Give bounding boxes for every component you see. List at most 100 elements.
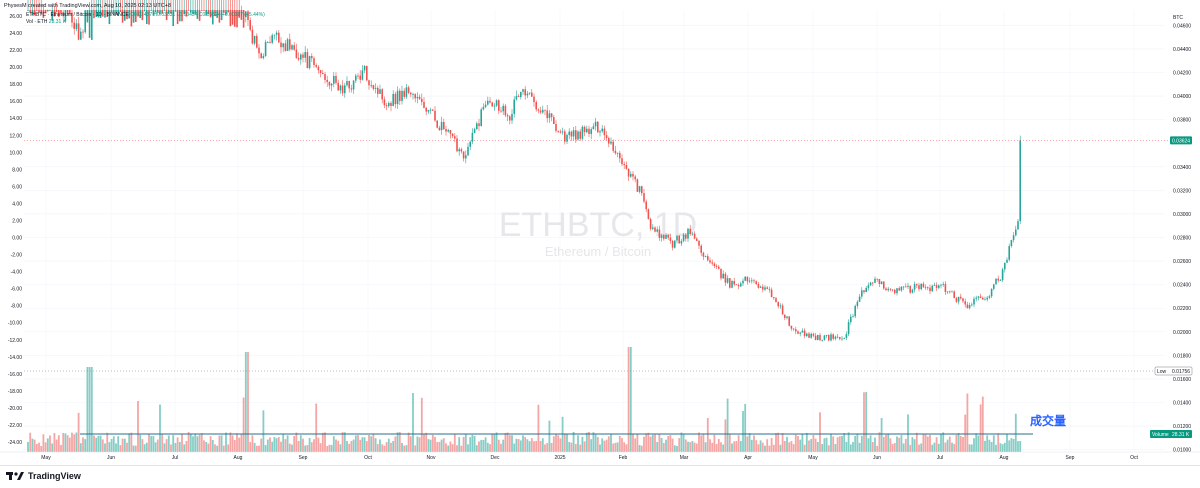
candle-body xyxy=(357,75,359,77)
candle-body xyxy=(75,23,78,29)
volume-bar xyxy=(680,432,683,452)
candle-body xyxy=(33,10,36,16)
x-tick-label: Apr xyxy=(744,455,752,461)
candle-body xyxy=(148,10,150,25)
candle-body xyxy=(366,65,368,81)
candle-body xyxy=(693,233,696,239)
volume-bar xyxy=(359,439,362,452)
volume-bar xyxy=(733,441,736,452)
volume-bar xyxy=(852,441,854,452)
tradingview-logo[interactable]: TradingView xyxy=(6,471,81,481)
candle-body xyxy=(951,291,953,293)
candle-body xyxy=(93,10,95,19)
candle-body xyxy=(196,10,199,19)
candle-body xyxy=(524,89,526,96)
volume-bar xyxy=(412,392,414,452)
candle-body xyxy=(790,325,793,329)
symbol-legend[interactable]: ETHBTC · Ethereum / Bitcoin · 1D · BINAN… xyxy=(26,12,265,18)
candle-body xyxy=(643,193,645,202)
candle-body xyxy=(445,129,447,132)
volume-bar xyxy=(841,435,843,452)
volume-bar xyxy=(484,437,487,452)
volume-bar xyxy=(1017,441,1019,452)
candle-body xyxy=(1017,221,1019,230)
candle-body xyxy=(691,233,694,235)
candle-body xyxy=(990,288,993,297)
candle-body xyxy=(652,227,654,229)
volume-bar xyxy=(132,445,135,452)
volume-bar xyxy=(280,441,282,452)
created-header: PhysesM created with TradingView.com, Au… xyxy=(4,3,171,9)
volume-bar xyxy=(480,439,483,452)
volume-bar xyxy=(768,445,771,452)
candle-body xyxy=(249,20,251,30)
candle-body xyxy=(821,339,823,341)
volume-bar xyxy=(717,439,720,452)
candle-body xyxy=(379,89,381,94)
volume-bar xyxy=(489,444,491,452)
candle-body xyxy=(986,297,988,300)
volume-bar xyxy=(992,435,995,452)
volume-bar xyxy=(304,445,307,452)
candle-body xyxy=(863,290,865,293)
volume-bar xyxy=(425,432,428,452)
candle-body xyxy=(352,80,355,90)
volume-bar xyxy=(658,433,661,452)
candle-body xyxy=(251,29,254,44)
volume-bar xyxy=(167,435,170,452)
candle-body xyxy=(577,131,579,140)
candle-body xyxy=(539,110,542,113)
volume-bar xyxy=(352,439,355,452)
volume-bar xyxy=(973,438,975,452)
candle-body xyxy=(885,288,887,291)
volume-bar xyxy=(909,444,912,452)
candle-body xyxy=(841,338,843,340)
candle-body xyxy=(995,278,997,285)
volume-bar xyxy=(977,435,980,452)
volume-bar xyxy=(988,439,991,452)
volume-bar xyxy=(249,442,252,452)
volume-bar xyxy=(933,442,936,452)
candle-body xyxy=(297,57,300,60)
candle-body xyxy=(212,10,214,25)
candle-body xyxy=(632,173,634,177)
x-tick-label: Aug xyxy=(234,455,243,461)
volume-bar xyxy=(374,438,377,452)
volume-bar xyxy=(682,434,685,452)
candle-body xyxy=(269,42,271,43)
candle-body xyxy=(733,281,735,285)
volume-bar xyxy=(530,438,533,452)
volume-bar xyxy=(656,442,659,452)
candle-body xyxy=(1012,235,1015,240)
volume-bar xyxy=(90,367,93,452)
candle-body xyxy=(808,333,810,338)
volume-bar xyxy=(196,436,199,452)
left-tick-label: 12.00 xyxy=(9,133,22,139)
volume-bar xyxy=(724,419,727,452)
volume-bar xyxy=(781,432,784,452)
candle-body xyxy=(832,334,834,339)
volume-bar xyxy=(847,432,850,452)
volume-bar xyxy=(803,444,806,452)
volume-bar xyxy=(709,439,711,452)
candle-body xyxy=(102,10,104,17)
candle-body xyxy=(528,92,531,94)
volume-bar xyxy=(33,439,36,452)
candle-body xyxy=(775,298,777,303)
candle-body xyxy=(223,10,225,13)
volume-bar xyxy=(271,441,274,452)
volume-legend[interactable]: Vol · ETH 28.31 K xyxy=(26,19,66,25)
candle-body xyxy=(676,235,678,241)
volume-bar xyxy=(713,434,716,452)
left-tick-label: -20.00 xyxy=(8,406,22,412)
candle-body xyxy=(86,10,89,23)
volume-bar xyxy=(189,433,192,452)
candle-body xyxy=(876,278,878,280)
candle-body xyxy=(62,12,64,17)
candle-body xyxy=(247,11,249,21)
footer: TradingView xyxy=(0,465,1200,488)
candle-body xyxy=(1008,246,1010,260)
candle-body xyxy=(291,45,293,50)
candle-body xyxy=(531,92,533,97)
